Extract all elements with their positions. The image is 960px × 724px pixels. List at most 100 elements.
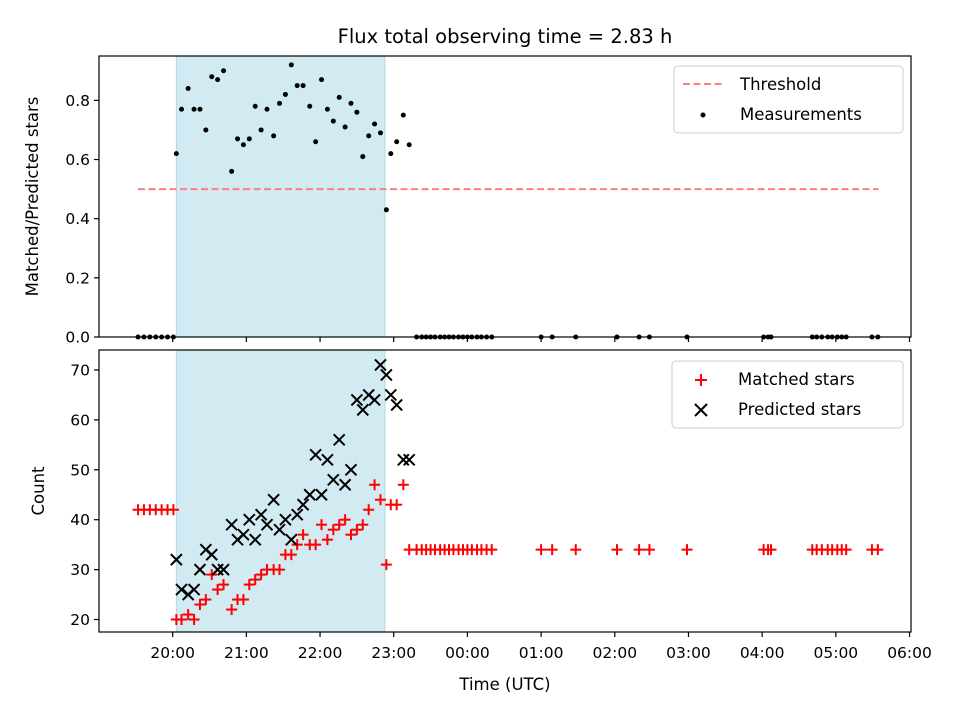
predicted-star-point [279, 513, 292, 526]
predicted-star-point [187, 583, 201, 596]
predicted-star-point [237, 528, 250, 541]
predicted-star-point [374, 358, 387, 372]
x-tick-label: 21:00 [224, 644, 269, 662]
predicted-star-stroke-b [237, 528, 250, 541]
predicted-star-stroke-b [211, 563, 224, 576]
predicted-star-point [285, 533, 298, 546]
measurement-point [324, 106, 330, 112]
predicted-star-stroke-b [338, 478, 352, 491]
measurement-point [173, 151, 179, 157]
measurement-point [342, 124, 348, 130]
predicted-star-point [338, 478, 352, 491]
measurement-point [197, 106, 203, 112]
legend-measurements-label: Measurements [740, 105, 862, 124]
x-tick-label: 00:00 [445, 644, 490, 662]
measurement-point [229, 168, 235, 174]
predicted-star-stroke-b [267, 493, 280, 506]
predicted-star-stroke-b [356, 403, 369, 417]
predicted-star-point [170, 553, 183, 566]
predicted-star-stroke-b [327, 473, 340, 486]
ratio-legend: Threshold Measurements [673, 65, 904, 134]
count-panel: 20:00 21:00 22:00 23:00 00:00 01:00 02:00 03:00… [29, 349, 932, 662]
matched-star-point [357, 519, 369, 531]
matched-star-point [872, 544, 884, 556]
x-tick-label: 20:00 [150, 644, 195, 662]
measurement-point [360, 154, 366, 160]
predicted-star-point [333, 433, 346, 447]
predicted-star-stroke-b [187, 583, 201, 596]
predicted-star-point [344, 463, 358, 476]
predicted-star-point [267, 493, 280, 506]
predicted-star-point [303, 488, 316, 501]
predicted-star-stroke-b [384, 388, 397, 402]
measurement-point [240, 142, 246, 148]
matched-star-point [611, 544, 623, 556]
measurement-point [185, 86, 191, 92]
predicted-star-stroke-b [279, 513, 292, 526]
x-tick-label: 02:00 [592, 644, 637, 662]
matched-star-point [486, 544, 498, 556]
matched-star-point [369, 479, 381, 491]
matched-star-point [200, 594, 212, 606]
x-tick-label: 04:00 [740, 644, 785, 662]
matched-star-point [391, 499, 403, 511]
matched-star-point [274, 564, 286, 576]
observing-window-shade [175, 349, 386, 633]
matched-star-point [310, 539, 322, 551]
matched-star-point [681, 544, 693, 556]
predicted-star-point [217, 563, 230, 576]
predicted-star-stroke-b [321, 453, 334, 467]
y-tick-label: 30 [70, 561, 90, 579]
matched-star-point [546, 544, 558, 556]
predicted-star-stroke-b [193, 563, 207, 576]
predicted-star-point [249, 533, 262, 546]
predicted-star-stroke-b [225, 518, 238, 531]
y-tick-label: 0.0 [65, 329, 90, 347]
predicted-star-stroke-b [285, 533, 298, 546]
predicted-star-point [243, 513, 256, 526]
predicted-star-point [327, 473, 340, 486]
count-panel-frame [98, 349, 912, 633]
x-tick-label: 23:00 [371, 644, 416, 662]
predicted-star-stroke-b [309, 448, 322, 462]
matched-star-point [363, 504, 375, 516]
predicted-star-stroke-b [260, 518, 274, 531]
measurement-point [313, 139, 319, 145]
count-legend-box [671, 360, 904, 429]
measurement-point [246, 136, 252, 142]
predicted-star-stroke-b [217, 563, 230, 576]
matched-star-point [226, 604, 238, 616]
predicted-star-stroke-b [403, 453, 416, 467]
chart-title: Flux total observing time = 2.83 h [338, 25, 673, 48]
y-tick-label: 50 [70, 461, 90, 479]
legend-matched-swatch [695, 374, 707, 386]
measurement-point [366, 133, 372, 139]
y-tick-label: 0.6 [65, 151, 90, 169]
predicted-star-stroke-b [390, 398, 403, 412]
predicted-star-point [175, 583, 188, 596]
predicted-star-point [368, 393, 381, 407]
y-tick-label: 0.2 [65, 269, 90, 287]
matched-star-point [351, 524, 363, 536]
measurement-point [288, 62, 294, 68]
measurement-point [394, 139, 400, 145]
measurement-point [221, 68, 227, 74]
measurement-point [354, 109, 360, 115]
predicted-star-stroke-b [296, 498, 310, 511]
matched-star-point [212, 584, 224, 596]
y-tick-label: 20 [70, 611, 90, 629]
measurement-point [191, 106, 197, 112]
measurement-point [406, 142, 412, 148]
predicted-star-stroke-b [170, 553, 183, 566]
predicted-star-point [193, 563, 207, 576]
predicted-star-point [309, 448, 322, 462]
y-tick-label: 0.8 [65, 92, 90, 110]
matched-star-point [633, 544, 645, 556]
predicted-star-stroke-b [380, 368, 393, 382]
predicted-star-point [350, 393, 364, 407]
measurement-point [179, 106, 185, 112]
predicted-star-point [273, 523, 286, 536]
matched-star-point [237, 594, 249, 606]
predicted-star-point [260, 518, 274, 531]
